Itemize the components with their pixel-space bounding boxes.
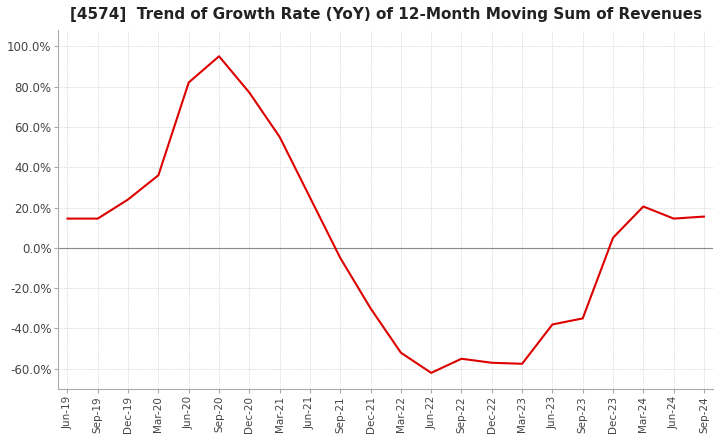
Title: [4574]  Trend of Growth Rate (YoY) of 12-Month Moving Sum of Revenues: [4574] Trend of Growth Rate (YoY) of 12-… [70, 7, 702, 22]
